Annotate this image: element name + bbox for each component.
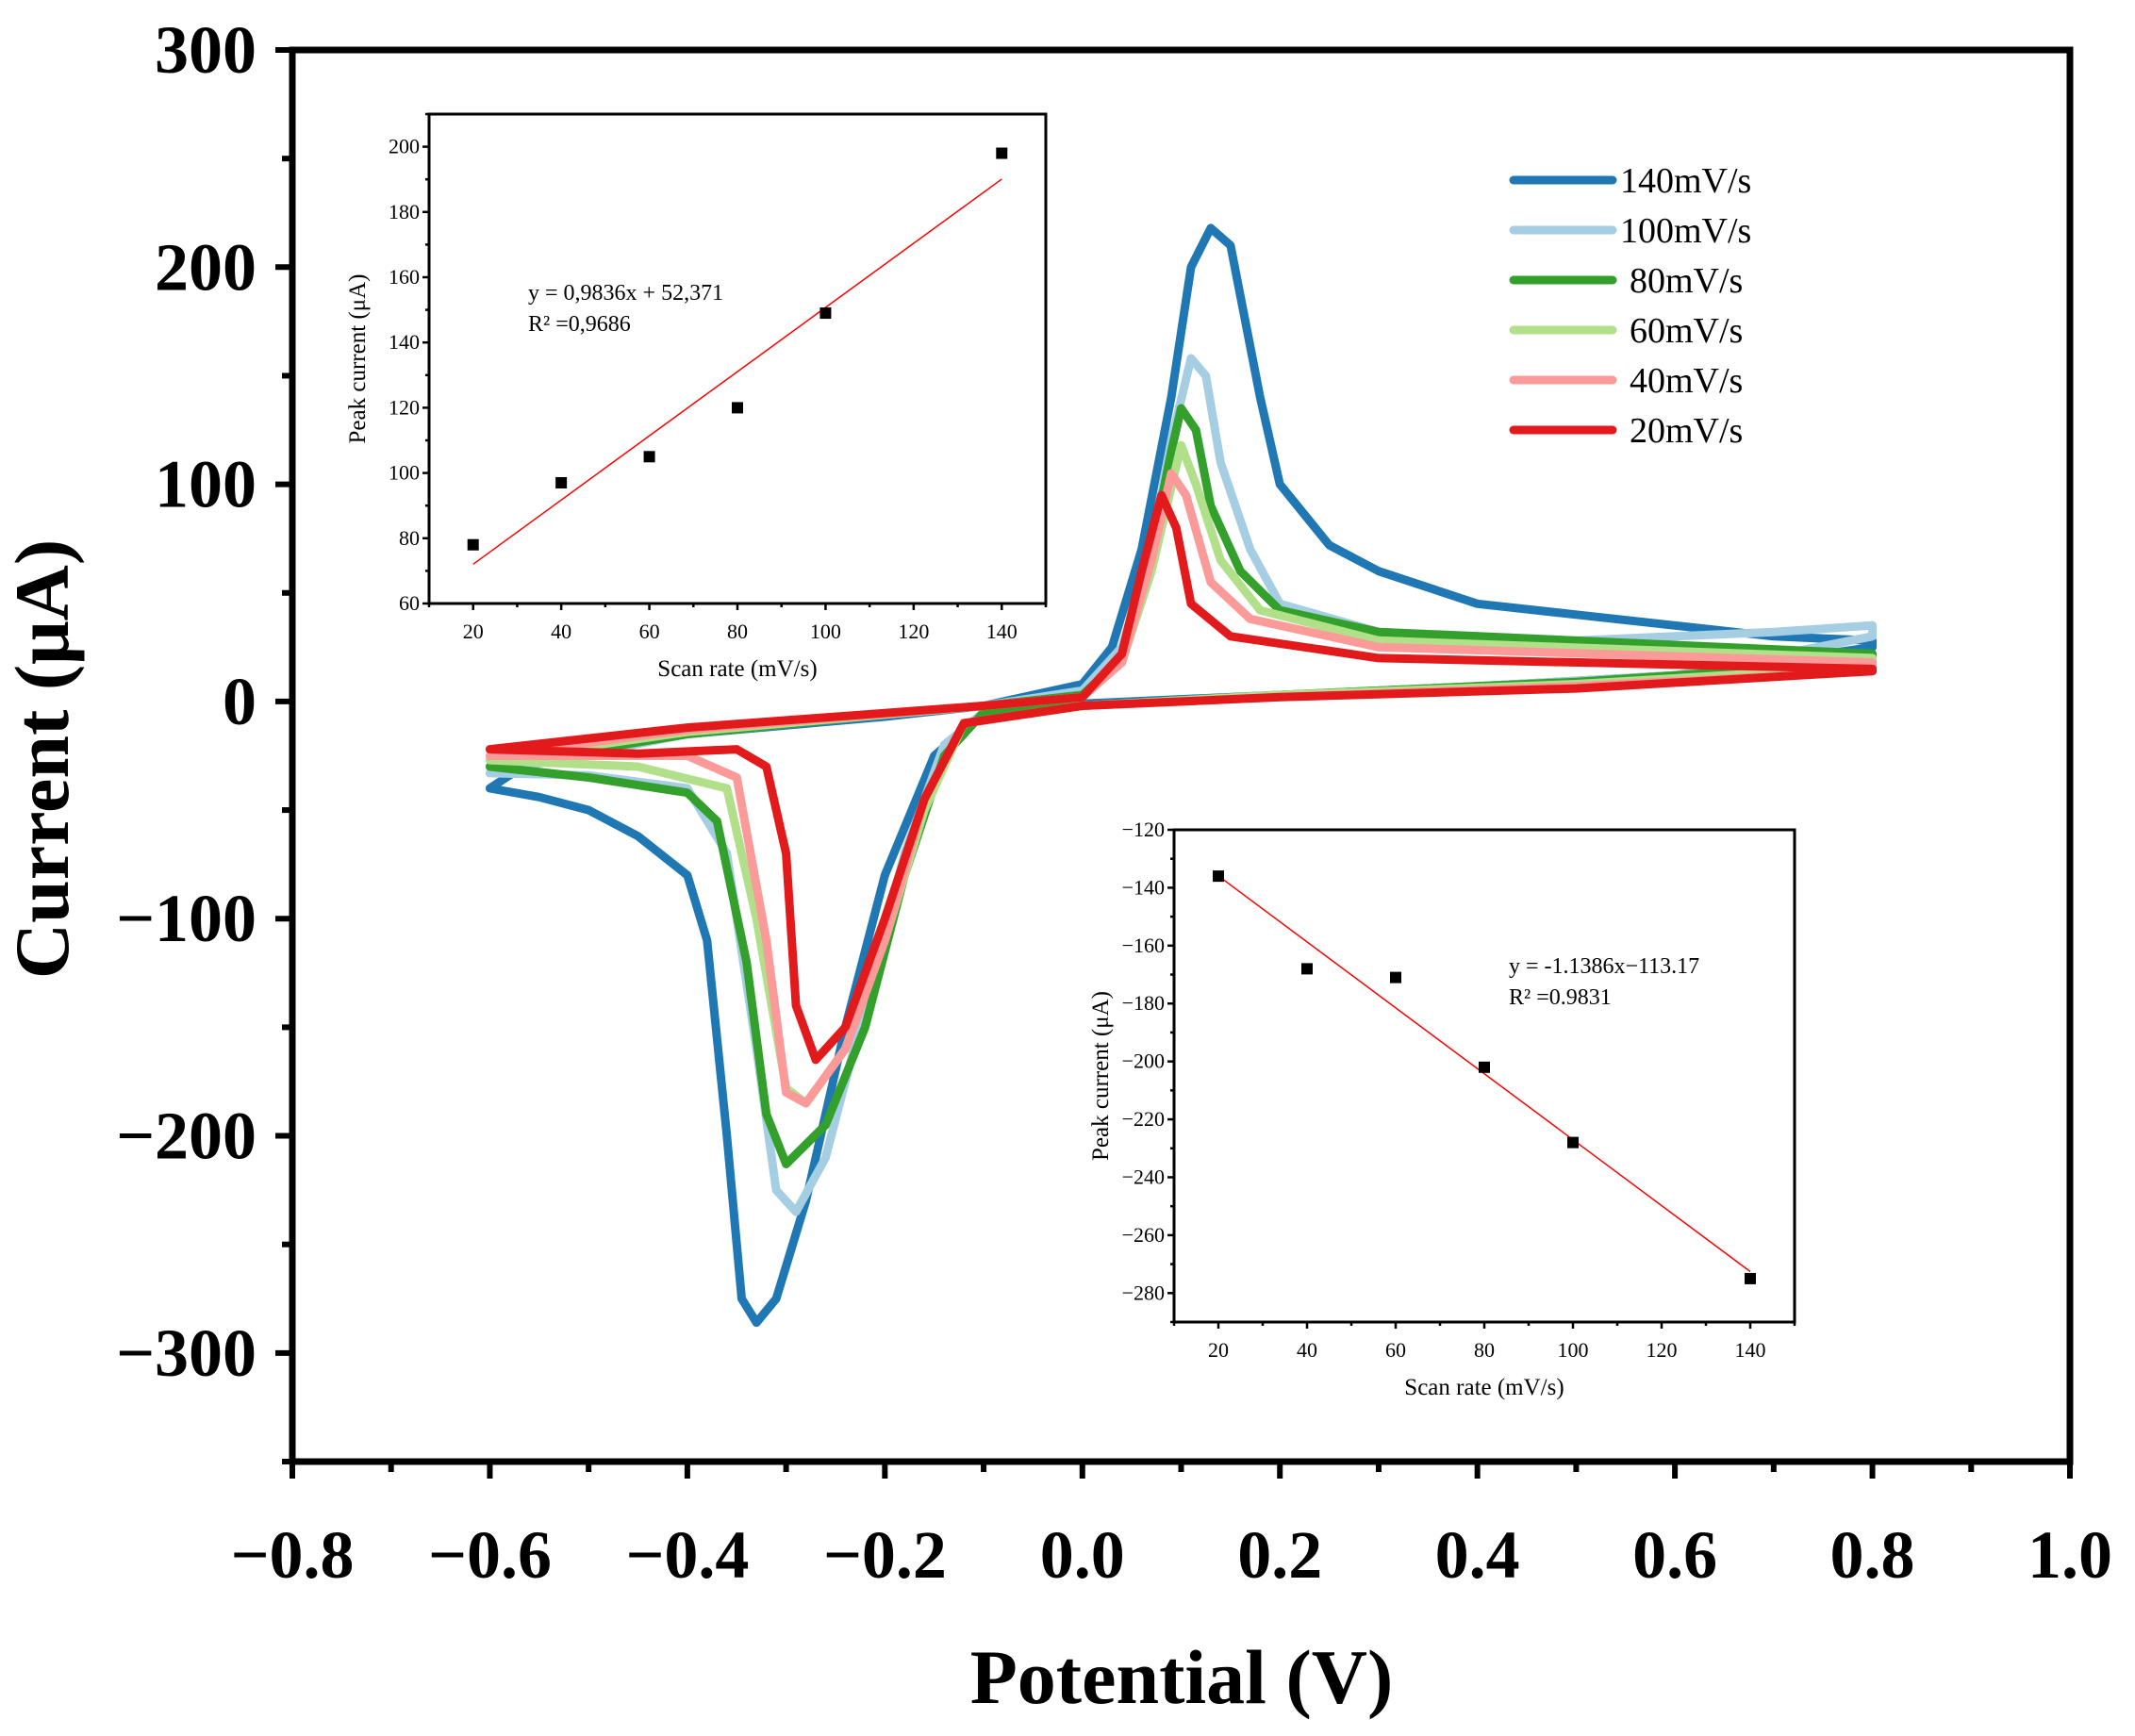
data-point: [732, 402, 743, 414]
legend-label: 100mV/s: [1620, 211, 1751, 251]
inset-x-tick-label: 120: [1647, 1338, 1678, 1362]
inset-x-tick-label: 80: [727, 620, 748, 643]
data-point: [1745, 1272, 1756, 1284]
inset-frame: [427, 112, 1048, 605]
inset-y-tick-label: 100: [389, 461, 420, 485]
inset-y-tick-label: 200: [389, 135, 420, 158]
legend-label: 80mV/s: [1630, 261, 1743, 301]
y-tick-label: −100: [116, 881, 257, 956]
inset-y-tick-label: −260: [1122, 1223, 1165, 1247]
inset-x-tick-label: 40: [1297, 1338, 1317, 1362]
inset-y-tick-label: −140: [1122, 875, 1165, 899]
fit-equation: y = -1.1386x−113.17: [1509, 954, 1699, 979]
x-tick-label: 0.0: [1040, 1517, 1125, 1593]
legend-label: 140mV/s: [1620, 161, 1751, 201]
legend-label: 40mV/s: [1630, 361, 1743, 401]
curves: [485, 223, 1878, 1328]
inset-x-axis-title: Scan rate (mV/s): [1404, 1375, 1564, 1400]
data-point: [1567, 1136, 1579, 1149]
inset-y-tick-label: −200: [1122, 1050, 1165, 1073]
inset-x-tick-label: 80: [1474, 1338, 1495, 1362]
x-tick-label: 0.2: [1237, 1517, 1322, 1593]
cv-curve-20mV-s: [485, 490, 1878, 1065]
y-tick-label: 100: [155, 447, 257, 522]
inset-x-tick-label: 60: [639, 620, 660, 643]
data-point: [819, 307, 832, 320]
inset-x-tick-label: 140: [1735, 1338, 1766, 1362]
legend-label: 20mV/s: [1630, 411, 1743, 451]
inset-x-tick-label: 100: [810, 620, 841, 643]
y-tick-label: −300: [116, 1315, 257, 1391]
y-tick-label: 200: [155, 229, 257, 305]
inset-x-tick-label: 60: [1385, 1338, 1406, 1362]
legend-label: 60mV/s: [1630, 311, 1743, 351]
inset-x-tick-label: 120: [898, 620, 929, 643]
cv-curve-140mV-s: [485, 223, 1878, 1328]
data-point: [1390, 971, 1401, 984]
fit-equation: R² =0,9686: [528, 312, 631, 337]
x-axis-title: Potential (V): [970, 1634, 1394, 1720]
inset-x-tick-label: 20: [463, 620, 484, 643]
data-point: [996, 147, 1008, 159]
inset-frame: [1172, 828, 1796, 1324]
inset-y-tick-label: 80: [399, 526, 420, 550]
y-tick-label: 300: [155, 12, 257, 88]
inset-y-axis-title: Peak current (μA): [1088, 991, 1114, 1161]
inset-y-axis-title: Peak current (μA): [345, 274, 371, 444]
x-tick-label: 0.8: [1830, 1517, 1915, 1593]
data-point: [1479, 1061, 1490, 1073]
inset-x-tick-label: 100: [1558, 1338, 1589, 1362]
fit-line: [472, 178, 1002, 565]
inset-y-tick-label: −280: [1122, 1281, 1165, 1304]
inset-y-tick-label: 160: [389, 265, 420, 289]
inset-x-axis-title: Scan rate (mV/s): [657, 656, 817, 682]
fit-line: [1217, 875, 1751, 1273]
x-tick-label: −0.6: [428, 1517, 552, 1593]
inset-y-tick-label: −220: [1122, 1107, 1165, 1131]
inset-cathodic-plot: 20 40 60 80 100 120 140 −280 −260 −240 −220 −200 −18…: [1088, 818, 1796, 1400]
data-point: [467, 538, 479, 551]
data-point: [1301, 963, 1313, 975]
data-point: [643, 451, 655, 463]
inset-y-tick-label: 60: [399, 591, 420, 615]
x-tick-label: 1.0: [2027, 1517, 2112, 1593]
y-tick-label: −200: [116, 1099, 257, 1174]
main-plot: −0.8 −0.6 −0.4 −0.2 0.0 0.2 0.4 0.6 0.8 1.0 −300 −2…: [0, 12, 2112, 1720]
y-tick-label: 0: [223, 664, 257, 739]
inset-x-tick-label: 40: [551, 620, 571, 643]
x-tick-label: −0.8: [230, 1517, 354, 1593]
fit-equation: y = 0,9836x + 52,371: [528, 281, 723, 306]
inset-y-tick-label: −120: [1122, 818, 1165, 841]
inset-y-tick-label: −180: [1122, 991, 1165, 1015]
x-tick-label: 0.6: [1632, 1517, 1717, 1593]
inset-y-tick-label: 140: [389, 330, 420, 354]
data-point: [1213, 870, 1224, 883]
inset-y-tick-label: −160: [1122, 934, 1165, 957]
inset-anodic-plot: 20 40 60 80 100 120 140 60 80 100 120 140 160 180 200 S…: [345, 112, 1048, 682]
legend: 140mV/s 100mV/s 80mV/s 60mV/s 40mV/s 20mV/s: [1509, 161, 1751, 451]
inset-y-tick-label: 120: [389, 395, 420, 419]
data-point: [555, 476, 568, 488]
fit-equation: R² =0.9831: [1509, 985, 1612, 1010]
y-axis-title: Current (μA): [0, 539, 85, 979]
x-tick-label: −0.2: [823, 1517, 947, 1593]
inset-x-tick-label: 20: [1208, 1338, 1229, 1362]
inset-x-tick-label: 140: [986, 620, 1018, 643]
x-tick-label: 0.4: [1435, 1517, 1520, 1593]
x-tick-label: −0.4: [625, 1517, 749, 1593]
inset-y-tick-label: −240: [1122, 1165, 1165, 1188]
inset-y-tick-label: 180: [389, 200, 420, 223]
